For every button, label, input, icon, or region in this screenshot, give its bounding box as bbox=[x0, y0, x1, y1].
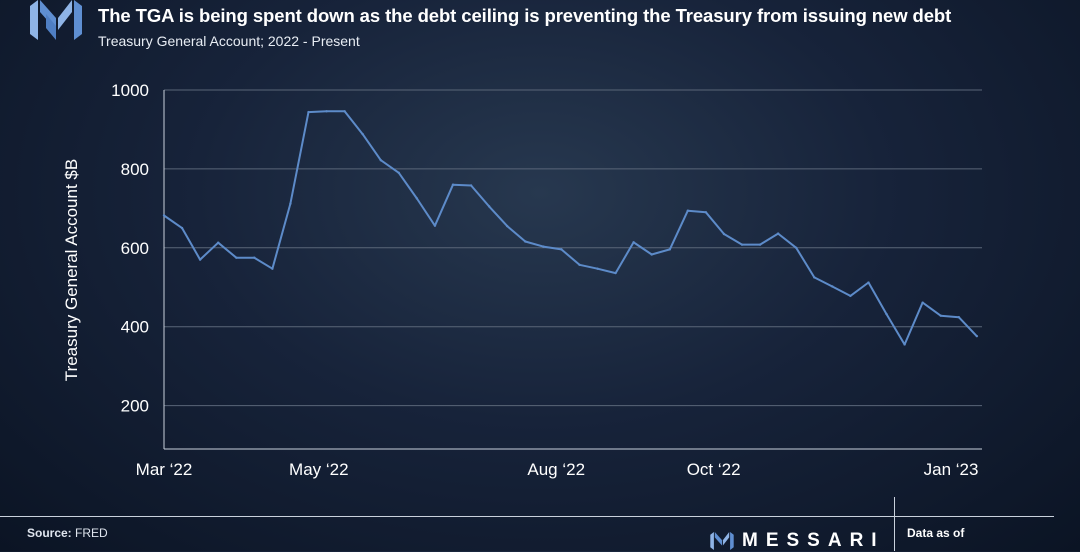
footer-divider-line bbox=[0, 516, 1054, 517]
gridlines bbox=[164, 89, 982, 407]
data-point bbox=[379, 159, 382, 162]
data-point bbox=[632, 241, 635, 244]
data-point bbox=[686, 209, 690, 212]
data-point bbox=[813, 276, 816, 279]
series-layer bbox=[162, 110, 979, 346]
data-point bbox=[578, 263, 581, 266]
data-point bbox=[795, 246, 798, 250]
series-line bbox=[163, 110, 978, 346]
data-point bbox=[885, 312, 888, 316]
x-tick-labels: Mar ‘22 May ‘22 Aug ‘22 Oct ‘22 Jan ‘23 bbox=[136, 460, 979, 479]
footer-vertical-divider bbox=[894, 497, 895, 551]
data-point bbox=[596, 267, 599, 270]
data-point bbox=[198, 258, 202, 261]
chart-subtitle: Treasury General Account; 2022 - Present bbox=[98, 33, 360, 49]
x-tick-label: Aug ‘22 bbox=[527, 460, 585, 479]
data-point bbox=[433, 224, 437, 227]
data-point bbox=[415, 197, 419, 200]
messari-mark-icon bbox=[710, 532, 734, 550]
data-point bbox=[903, 343, 906, 346]
data-point bbox=[361, 132, 364, 136]
data-point bbox=[939, 314, 942, 317]
data-point bbox=[524, 240, 527, 243]
data-point bbox=[289, 202, 292, 205]
data-point bbox=[397, 171, 401, 175]
data-point bbox=[650, 253, 653, 256]
data-point bbox=[505, 224, 509, 228]
data-point bbox=[758, 243, 762, 246]
data-point bbox=[668, 248, 671, 251]
brand-name: MESSARI bbox=[742, 530, 885, 551]
x-tick-label: Mar ‘22 bbox=[136, 460, 193, 479]
data-point bbox=[487, 205, 491, 208]
data-point bbox=[307, 110, 310, 114]
data-point bbox=[831, 285, 834, 288]
data-point bbox=[957, 316, 960, 319]
data-point bbox=[849, 294, 852, 298]
data-as-of-label: Data as of bbox=[907, 526, 965, 540]
y-tick-label: 1000 bbox=[111, 81, 149, 100]
data-point bbox=[343, 110, 346, 113]
data-point bbox=[542, 245, 545, 248]
data-point bbox=[253, 256, 256, 259]
data-point bbox=[451, 183, 455, 186]
y-tick-labels: 200 400 600 800 1000 bbox=[111, 81, 149, 416]
data-point bbox=[180, 226, 184, 230]
source-label: Source: bbox=[27, 526, 72, 540]
y-tick-label: 800 bbox=[121, 160, 149, 179]
data-point bbox=[469, 184, 473, 187]
messari-logo-icon bbox=[30, 0, 82, 40]
data-point bbox=[614, 271, 617, 275]
data-point bbox=[162, 214, 166, 217]
brand-footer: MESSARI bbox=[710, 530, 885, 551]
data-point bbox=[216, 241, 220, 244]
axes bbox=[163, 90, 982, 450]
y-tick-label: 600 bbox=[121, 239, 149, 258]
source-value: FRED bbox=[75, 526, 108, 540]
data-point bbox=[704, 211, 708, 214]
y-tick-label: 400 bbox=[121, 318, 149, 337]
data-point bbox=[975, 334, 979, 338]
data-point bbox=[271, 267, 274, 270]
y-tick-label: 200 bbox=[121, 397, 149, 416]
data-point bbox=[921, 301, 924, 304]
x-tick-label: Oct ‘22 bbox=[687, 460, 741, 479]
source-note: Source: FRED bbox=[27, 526, 108, 540]
data-point bbox=[776, 232, 780, 235]
x-tick-label: May ‘22 bbox=[289, 460, 349, 479]
data-point bbox=[235, 256, 238, 259]
data-point bbox=[325, 110, 328, 113]
y-axis-label: Treasury General Account $B bbox=[62, 158, 81, 382]
data-point bbox=[560, 248, 563, 251]
data-point bbox=[867, 281, 870, 284]
data-point bbox=[722, 232, 726, 236]
x-tick-label: Jan ‘23 bbox=[924, 460, 979, 479]
chart-title: The TGA is being spent down as the debt … bbox=[98, 5, 952, 26]
data-point bbox=[740, 243, 744, 246]
